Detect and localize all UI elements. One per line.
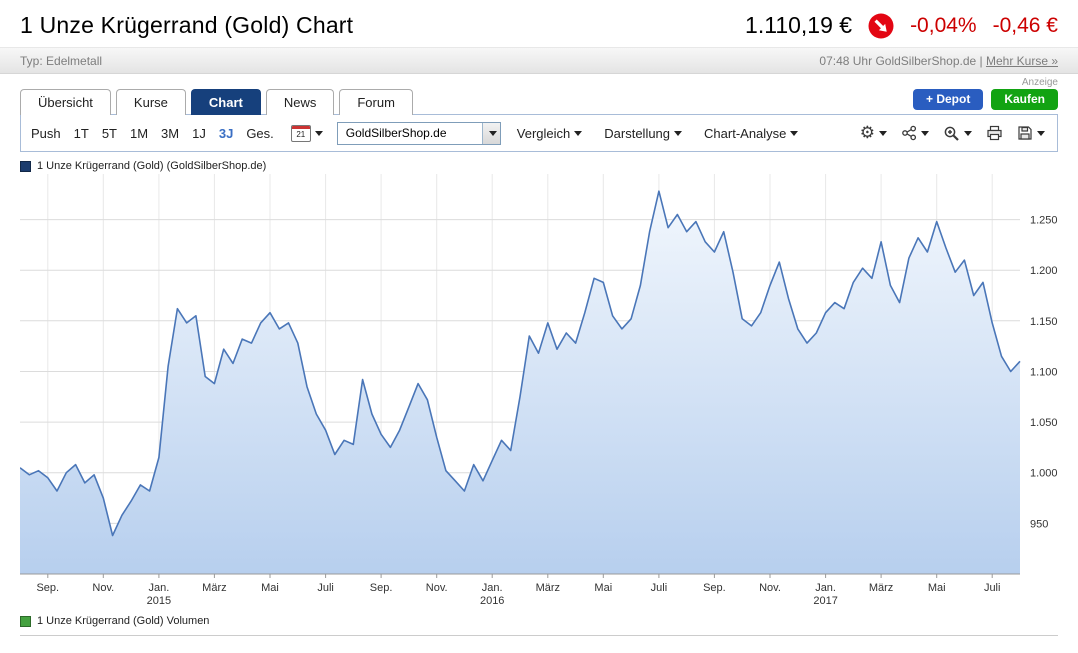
chart-toolbar: Push 1T 5T 1M 3M 1J 3J Ges. 21 GoldSilbe… — [20, 114, 1058, 152]
chart-analyse-label: Chart-Analyse — [704, 125, 787, 141]
print-button[interactable] — [986, 125, 1003, 141]
indicators-icon — [902, 125, 917, 141]
anzeige-label: Anzeige — [1021, 77, 1058, 88]
caret-down-icon — [674, 130, 683, 136]
trend-down-icon — [868, 13, 894, 38]
svg-text:Mai: Mai — [261, 582, 279, 594]
range-1j[interactable]: 1J — [192, 125, 206, 141]
gear-icon: ⚙ — [859, 123, 875, 142]
svg-text:März: März — [536, 582, 560, 594]
svg-text:Juli: Juli — [651, 582, 668, 594]
svg-text:Sep.: Sep. — [36, 582, 59, 594]
volume-panel-top-border — [20, 635, 1058, 642]
page-header: 1 Unze Krügerrand (Gold) Chart 1.110,19 … — [0, 0, 1078, 47]
chart-analyse-menu[interactable]: Chart-Analyse — [704, 125, 799, 141]
vergleich-label: Vergleich — [516, 125, 571, 141]
tab-kurse[interactable]: Kurse — [115, 89, 186, 115]
tab-uebersicht[interactable]: Übersicht — [20, 89, 111, 115]
svg-text:Juli: Juli — [317, 582, 334, 594]
caret-down-icon — [921, 130, 929, 136]
range-3j[interactable]: 3J — [218, 125, 234, 141]
select-arrow-button[interactable] — [481, 122, 500, 144]
price-series-swatch — [20, 160, 31, 172]
save-icon — [1018, 126, 1032, 140]
svg-text:1.050: 1.050 — [1030, 417, 1058, 429]
vergleich-menu[interactable]: Vergleich — [516, 125, 583, 141]
kaufen-button[interactable]: Kaufen — [991, 89, 1058, 110]
darstellung-menu[interactable]: Darstellung — [604, 125, 683, 141]
svg-text:1.250: 1.250 — [1030, 215, 1058, 227]
calendar-button[interactable]: 21 — [290, 124, 323, 142]
zoom-button[interactable] — [943, 125, 972, 142]
svg-text:2015: 2015 — [147, 595, 171, 607]
price-value: 1.110,19 € — [745, 12, 853, 38]
tab-news[interactable]: News — [265, 89, 335, 115]
svg-text:Jan.: Jan. — [482, 582, 503, 594]
volume-series-legend: 1 Unze Krügerrand (Gold) Volumen — [20, 615, 1058, 627]
range-push[interactable]: Push — [31, 125, 61, 141]
svg-text:Nov.: Nov. — [426, 582, 448, 594]
svg-text:2016: 2016 — [480, 595, 504, 607]
caret-down-icon — [964, 130, 972, 136]
svg-text:März: März — [869, 582, 893, 594]
source-select[interactable]: GoldSilberShop.de — [336, 121, 501, 145]
volume-series-label: 1 Unze Krügerrand (Gold) Volumen — [37, 615, 210, 627]
caret-down-icon — [1037, 130, 1045, 136]
range-1m[interactable]: 1M — [129, 125, 149, 141]
indicators-button[interactable] — [901, 125, 929, 141]
svg-text:Jan.: Jan. — [149, 582, 170, 594]
depot-button[interactable]: + Depot — [912, 89, 984, 110]
caret-down-icon — [314, 130, 323, 136]
svg-text:Mai: Mai — [928, 582, 946, 594]
darstellung-label: Darstellung — [604, 125, 671, 141]
caret-down-icon — [879, 130, 887, 136]
svg-text:1.100: 1.100 — [1030, 367, 1058, 379]
calendar-icon: 21 — [290, 124, 311, 142]
svg-text:950: 950 — [1030, 518, 1048, 530]
time-source-label: 07:48 Uhr GoldSilberShop.de | — [819, 53, 983, 68]
price-series-legend: 1 Unze Krügerrand (Gold) (GoldSilberShop… — [20, 160, 1058, 172]
type-label: Typ: Edelmetall — [20, 53, 103, 68]
caret-down-icon — [489, 130, 498, 136]
tab-forum[interactable]: Forum — [339, 89, 413, 115]
range-5t[interactable]: 5T — [101, 125, 117, 141]
price-chart[interactable]: 950 1.000 1.050 1.100 1.150 1.200 1.250 Sep. Nov… — [19, 174, 1058, 608]
svg-text:Nov.: Nov. — [759, 582, 781, 594]
svg-text:Juli: Juli — [984, 582, 1001, 594]
range-3m[interactable]: 3M — [161, 125, 180, 141]
save-button[interactable] — [1017, 125, 1045, 141]
caret-down-icon — [790, 130, 799, 136]
subheader-bar: Typ: Edelmetall 07:48 Uhr GoldSilberShop… — [0, 47, 1078, 74]
svg-text:März: März — [202, 582, 226, 594]
range-ges[interactable]: Ges. — [246, 125, 274, 141]
quote-block: 1.110,19 € -0,04% -0,46 € — [745, 12, 1058, 39]
tabs-row: Übersicht Kurse Chart News Forum + Depot… — [0, 89, 1078, 115]
tab-chart[interactable]: Chart — [190, 89, 261, 115]
svg-text:1.200: 1.200 — [1030, 265, 1058, 277]
svg-text:Nov.: Nov. — [92, 582, 114, 594]
svg-text:Mai: Mai — [594, 582, 612, 594]
svg-text:1.000: 1.000 — [1030, 468, 1058, 480]
svg-text:Sep.: Sep. — [703, 582, 726, 594]
source-select-value: GoldSilberShop.de — [345, 125, 447, 140]
change-absolute: -0,46 € — [992, 13, 1058, 37]
change-percent: -0,04% — [910, 13, 977, 37]
svg-text:Sep.: Sep. — [370, 582, 393, 594]
volume-series-swatch — [20, 615, 31, 627]
price-series-label: 1 Unze Krügerrand (Gold) (GoldSilberShop… — [37, 160, 267, 172]
svg-text:1.150: 1.150 — [1030, 316, 1058, 328]
more-kurse-link[interactable]: Mehr Kurse » — [985, 53, 1058, 68]
zoom-in-icon — [944, 126, 959, 141]
caret-down-icon — [574, 130, 583, 136]
page-title: 1 Unze Krügerrand (Gold) Chart — [20, 12, 354, 38]
chart-area: 950 1.000 1.050 1.100 1.150 1.200 1.250 Sep. Nov… — [19, 174, 1058, 613]
print-icon — [987, 125, 1002, 141]
svg-text:Jan.: Jan. — [815, 582, 836, 594]
range-1t[interactable]: 1T — [73, 125, 89, 141]
svg-text:2017: 2017 — [813, 595, 837, 607]
settings-button[interactable]: ⚙ — [859, 123, 887, 142]
